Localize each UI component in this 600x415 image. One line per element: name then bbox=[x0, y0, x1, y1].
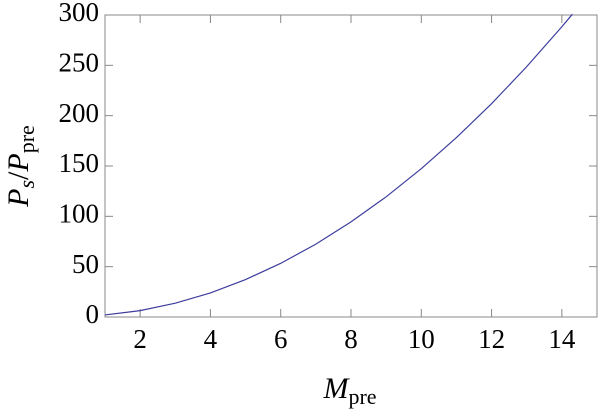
x-tick-label: 4 bbox=[204, 324, 218, 354]
x-label-main: M bbox=[322, 372, 350, 405]
data-line bbox=[104, 13, 573, 316]
y-tick-label: 50 bbox=[72, 249, 99, 279]
x-tick-label: 14 bbox=[548, 324, 576, 354]
x-tick-label: 6 bbox=[274, 324, 288, 354]
x-tick-label: 8 bbox=[344, 324, 358, 354]
x-axis-label: Mpre bbox=[322, 372, 376, 409]
y-tick-label: 300 bbox=[59, 0, 100, 27]
x-label-sub: pre bbox=[348, 384, 376, 409]
x-tick-label: 10 bbox=[408, 324, 435, 354]
x-tick-label: 12 bbox=[478, 324, 505, 354]
y-tick-label: 150 bbox=[59, 148, 100, 178]
y-label-slash: / bbox=[2, 171, 35, 180]
y-label-sub2: pre bbox=[14, 125, 39, 153]
x-tick-label: 2 bbox=[133, 324, 147, 354]
y-tick-label: 0 bbox=[86, 299, 100, 329]
y-label-sub: s bbox=[14, 180, 39, 189]
y-label-p2: P bbox=[2, 153, 35, 172]
plot-frame bbox=[104, 14, 598, 318]
y-tick-label: 250 bbox=[59, 48, 100, 78]
y-label-p: P bbox=[2, 189, 35, 208]
y-tick-label: 100 bbox=[59, 199, 100, 229]
y-tick-label: 200 bbox=[59, 98, 100, 128]
y-axis-label: Ps/Ppre bbox=[2, 125, 39, 208]
